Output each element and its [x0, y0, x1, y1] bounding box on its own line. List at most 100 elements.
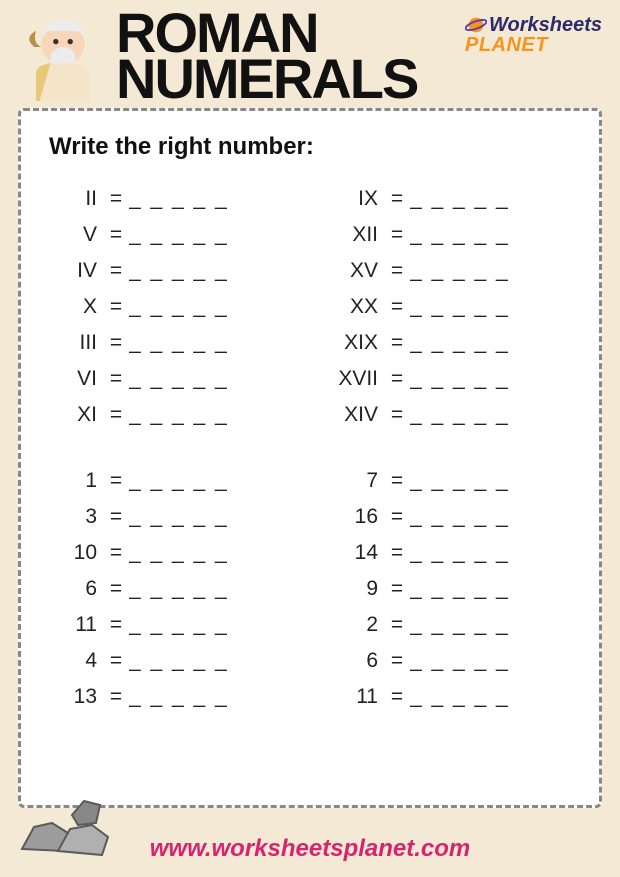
equals-sign: = — [384, 187, 410, 211]
answer-blank[interactable]: _ _ _ _ _ — [410, 223, 571, 247]
equals-sign: = — [384, 367, 410, 391]
roman-row: XIX=_ _ _ _ _ — [330, 325, 571, 361]
prompt-value: IX — [330, 187, 384, 211]
answer-blank[interactable]: _ _ _ _ _ — [129, 331, 290, 355]
arabic-row: 3=_ _ _ _ _ — [49, 499, 290, 535]
prompt-value: III — [49, 331, 103, 355]
answer-blank[interactable]: _ _ _ _ _ — [410, 367, 571, 391]
answer-blank[interactable]: _ _ _ _ _ — [129, 685, 290, 709]
equals-sign: = — [384, 331, 410, 355]
roman-row: X=_ _ _ _ _ — [49, 289, 290, 325]
equals-sign: = — [384, 541, 410, 565]
prompt-value: X — [49, 295, 103, 319]
equals-sign: = — [103, 403, 129, 427]
equals-sign: = — [103, 187, 129, 211]
arabic-row: 14=_ _ _ _ _ — [330, 535, 571, 571]
prompt-value: 7 — [330, 469, 384, 493]
arabic-row: 16=_ _ _ _ _ — [330, 499, 571, 535]
answer-blank[interactable]: _ _ _ _ _ — [129, 223, 290, 247]
prompt-value: XIV — [330, 403, 384, 427]
instruction-text: Write the right number: — [49, 133, 571, 161]
answer-blank[interactable]: _ _ _ _ _ — [410, 187, 571, 211]
roman-row: XIV=_ _ _ _ _ — [330, 397, 571, 433]
logo-text-bottom: PLANET — [465, 36, 602, 55]
prompt-value: XI — [49, 403, 103, 427]
answer-blank[interactable]: _ _ _ _ _ — [410, 685, 571, 709]
prompt-value: IV — [49, 259, 103, 283]
prompt-value: 4 — [49, 649, 103, 673]
equals-sign: = — [103, 223, 129, 247]
prompt-value: 10 — [49, 541, 103, 565]
prompt-value: XII — [330, 223, 384, 247]
answer-blank[interactable]: _ _ _ _ _ — [129, 613, 290, 637]
equals-sign: = — [384, 685, 410, 709]
arabic-row: 6=_ _ _ _ _ — [49, 571, 290, 607]
answer-blank[interactable]: _ _ _ _ _ — [410, 469, 571, 493]
answer-blank[interactable]: _ _ _ _ _ — [129, 367, 290, 391]
roman-row: IV=_ _ _ _ _ — [49, 253, 290, 289]
arabic-row: 6=_ _ _ _ _ — [330, 643, 571, 679]
prompt-value: XX — [330, 295, 384, 319]
answer-blank[interactable]: _ _ _ _ _ — [129, 259, 290, 283]
prompt-value: 11 — [49, 613, 103, 637]
roman-row: XX=_ _ _ _ _ — [330, 289, 571, 325]
prompt-value: II — [49, 187, 103, 211]
equals-sign: = — [103, 295, 129, 319]
header: ROMAN NUMERALS Worksheets PLANET — [0, 0, 620, 108]
prompt-value: 3 — [49, 505, 103, 529]
equals-sign: = — [103, 469, 129, 493]
answer-blank[interactable]: _ _ _ _ _ — [410, 295, 571, 319]
equals-sign: = — [103, 259, 129, 283]
answer-blank[interactable]: _ _ _ _ _ — [129, 541, 290, 565]
equals-sign: = — [384, 613, 410, 637]
equals-sign: = — [103, 649, 129, 673]
roman-row: IX=_ _ _ _ _ — [330, 181, 571, 217]
answer-blank[interactable]: _ _ _ _ _ — [410, 259, 571, 283]
answer-blank[interactable]: _ _ _ _ _ — [129, 187, 290, 211]
answer-blank[interactable]: _ _ _ _ _ — [129, 649, 290, 673]
answer-blank[interactable]: _ _ _ _ _ — [410, 331, 571, 355]
roman-row: III=_ _ _ _ _ — [49, 325, 290, 361]
roman-row: XVII=_ _ _ _ _ — [330, 361, 571, 397]
prompt-value: VI — [49, 367, 103, 391]
roman-row: V=_ _ _ _ _ — [49, 217, 290, 253]
arabic-row: 11=_ _ _ _ _ — [330, 679, 571, 715]
footer-url: www.worksheetsplanet.com — [0, 835, 620, 863]
prompt-value: XIX — [330, 331, 384, 355]
prompt-value: XVII — [330, 367, 384, 391]
answer-blank[interactable]: _ _ _ _ _ — [129, 469, 290, 493]
equals-sign: = — [384, 577, 410, 601]
equals-sign: = — [384, 259, 410, 283]
answer-blank[interactable]: _ _ _ _ _ — [410, 613, 571, 637]
equals-sign: = — [103, 613, 129, 637]
answer-blank[interactable]: _ _ _ _ _ — [410, 541, 571, 565]
equals-sign: = — [103, 541, 129, 565]
equals-sign: = — [384, 469, 410, 493]
equals-sign: = — [103, 685, 129, 709]
answer-blank[interactable]: _ _ _ _ _ — [410, 505, 571, 529]
equals-sign: = — [384, 649, 410, 673]
prompt-value: 9 — [330, 577, 384, 601]
equals-sign: = — [384, 403, 410, 427]
title-line-2: NUMERALS — [116, 56, 417, 102]
answer-blank[interactable]: _ _ _ _ _ — [129, 403, 290, 427]
answer-blank[interactable]: _ _ _ _ _ — [410, 577, 571, 601]
section-arabic: 1=_ _ _ _ _3=_ _ _ _ _10=_ _ _ _ _6=_ _ … — [49, 463, 571, 715]
equals-sign: = — [384, 505, 410, 529]
arabic-row: 9=_ _ _ _ _ — [330, 571, 571, 607]
roman-row: XI=_ _ _ _ _ — [49, 397, 290, 433]
answer-blank[interactable]: _ _ _ _ _ — [129, 505, 290, 529]
answer-blank[interactable]: _ _ _ _ _ — [410, 403, 571, 427]
worksheet-panel: Write the right number: II=_ _ _ _ _V=_ … — [18, 108, 602, 808]
arabic-row: 1=_ _ _ _ _ — [49, 463, 290, 499]
answer-blank[interactable]: _ _ _ _ _ — [410, 649, 571, 673]
answer-blank[interactable]: _ _ _ _ _ — [129, 295, 290, 319]
arabic-row: 2=_ _ _ _ _ — [330, 607, 571, 643]
roman-row: II=_ _ _ _ _ — [49, 181, 290, 217]
planet-icon — [465, 14, 487, 36]
roman-row: XV=_ _ _ _ _ — [330, 253, 571, 289]
logo-text-top: Worksheets — [489, 16, 602, 35]
equals-sign: = — [384, 295, 410, 319]
brand-logo: Worksheets PLANET — [465, 14, 602, 55]
answer-blank[interactable]: _ _ _ _ _ — [129, 577, 290, 601]
